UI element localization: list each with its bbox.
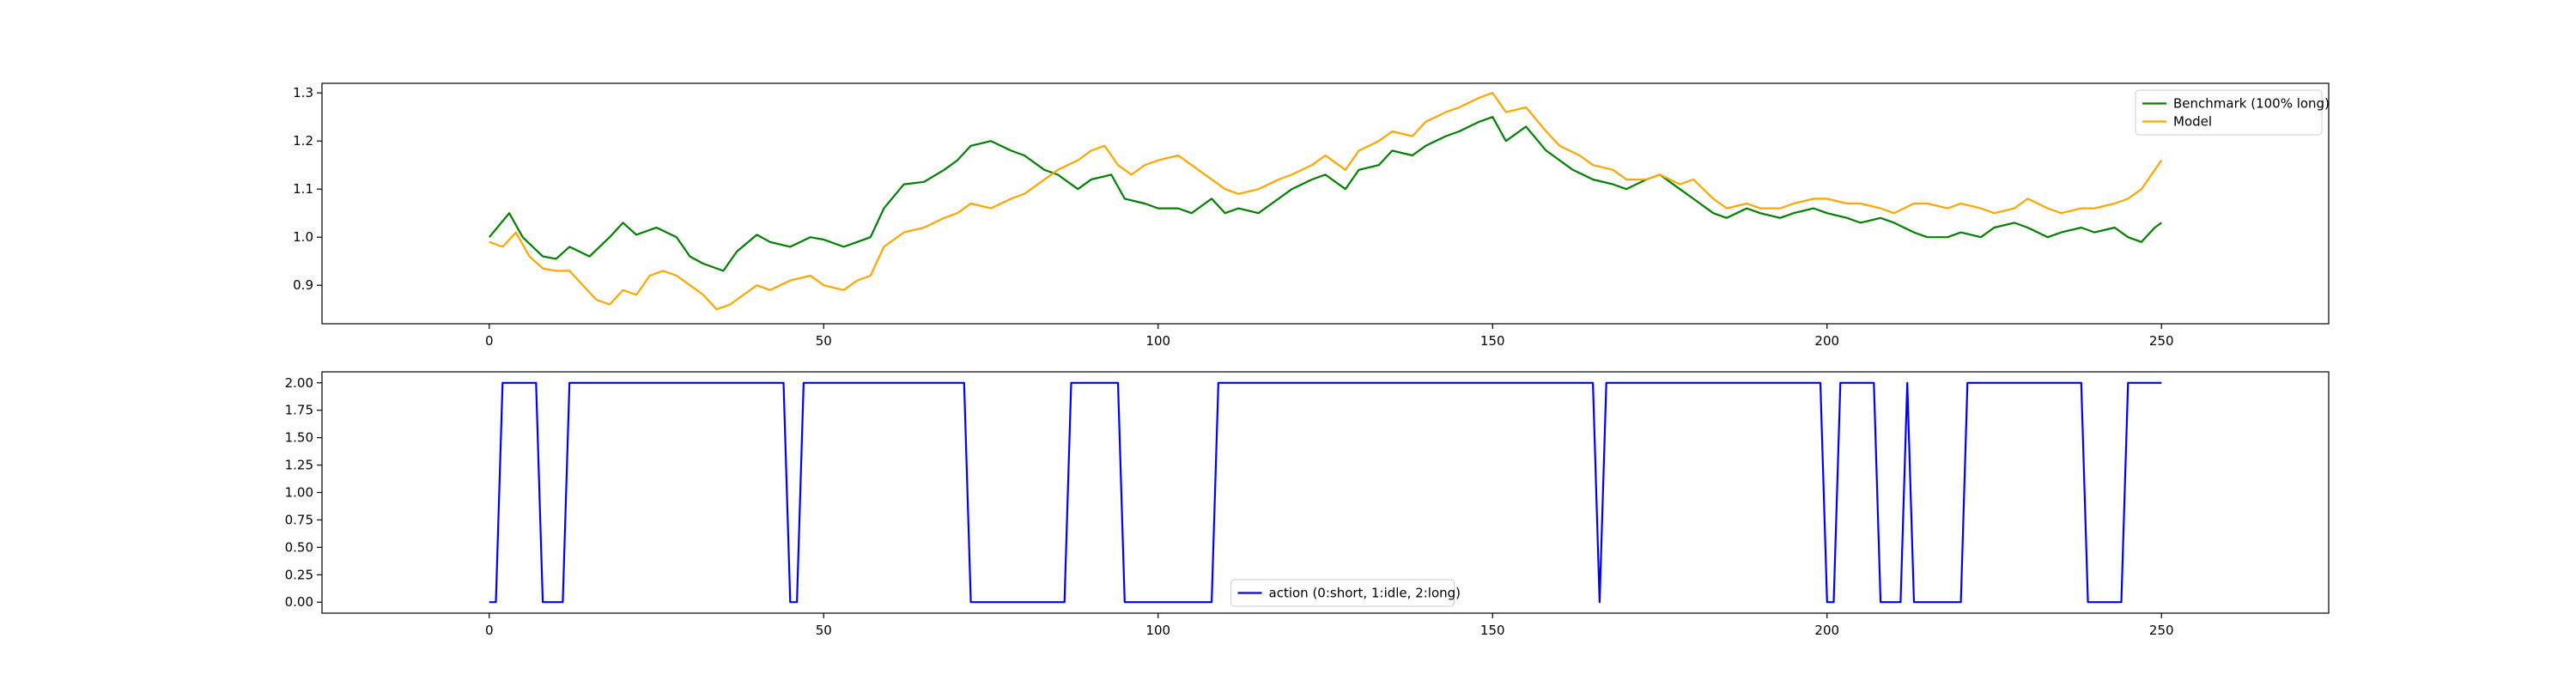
x-tick-label: 150 xyxy=(1480,333,1505,349)
x-tick-label: 200 xyxy=(1814,333,1839,349)
x-tick-label: 100 xyxy=(1145,333,1170,349)
x-tick-label: 0 xyxy=(485,333,494,349)
x-tick-label: 250 xyxy=(2149,333,2174,349)
legend-box xyxy=(1230,579,1455,607)
y-tick-label: 1.00 xyxy=(285,485,313,501)
axes-frame xyxy=(321,82,2330,325)
legend: Benchmark (100% long) Model xyxy=(2135,89,2330,136)
series-line-2 xyxy=(489,92,2163,311)
y-tick-label: 2.00 xyxy=(285,375,313,391)
y-tick-label: 1.2 xyxy=(293,133,313,149)
x-tick-label: 50 xyxy=(816,623,832,638)
legend-label: action (0:short, 1:idle, 2:long) xyxy=(1269,586,1461,601)
x-tick-label: 250 xyxy=(2149,623,2174,638)
series-line-1 xyxy=(489,381,2162,604)
x-tick-label: 0 xyxy=(485,623,494,638)
y-tick-label: 1.25 xyxy=(285,458,313,473)
chart-panel-2: 0 50 100 150 200 250 0.00 0.25 0.50 0.75 1.00 1.25 1… xyxy=(285,371,2330,638)
x-tick-label: 200 xyxy=(1814,623,1839,638)
series-line-1 xyxy=(488,116,2162,272)
y-tick-label: 0.00 xyxy=(285,594,313,610)
y-tick-label: 1.75 xyxy=(285,403,313,418)
y-tick-label: 1.0 xyxy=(293,229,313,245)
legend: action (0:short, 1:idle, 2:long) xyxy=(1230,579,1461,607)
x-tick-label: 50 xyxy=(816,333,832,349)
chart-panel-1: 0 50 100 150 200 250 0.9 1.0 1.1 1.2 1.3 Benchmark … xyxy=(293,82,2330,349)
x-tick-label: 100 xyxy=(1145,623,1170,638)
y-tick-label: 0.25 xyxy=(285,567,313,582)
y-tick-label: 1.3 xyxy=(293,85,313,100)
y-tick-label: 0.50 xyxy=(285,539,313,555)
y-tick-label: 1.50 xyxy=(285,430,313,446)
y-tick-label: 0.9 xyxy=(293,277,313,293)
y-tick-label: 1.1 xyxy=(293,181,313,197)
legend-label: Benchmark (100% long) xyxy=(2173,96,2330,112)
y-tick-label: 0.75 xyxy=(285,512,313,527)
legend-box xyxy=(2135,89,2323,136)
x-tick-label: 150 xyxy=(1480,623,1505,638)
legend-label: Model xyxy=(2173,114,2212,130)
